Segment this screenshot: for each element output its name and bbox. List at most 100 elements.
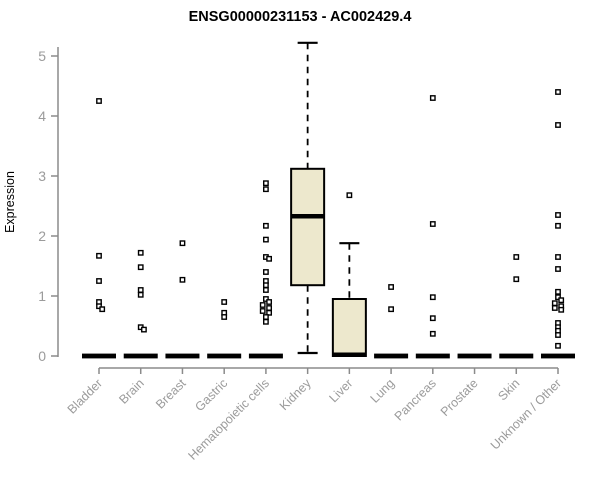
boxplot-prostate	[457, 353, 492, 359]
outlier-point	[346, 192, 353, 199]
chart-title: ENSG00000231153 - AC002429.4	[189, 9, 412, 25]
y-tick-label: 3	[38, 168, 46, 184]
collapsed-box	[499, 353, 534, 359]
x-tick-label-pancreas: Pancreas	[392, 376, 439, 423]
outlier-point	[429, 330, 436, 337]
x-tick-label-brain: Brain	[116, 376, 147, 407]
y-axis-label: Expression	[3, 171, 17, 233]
outlier-point	[99, 306, 106, 313]
x-tick-label-bladder: Bladder	[65, 376, 105, 416]
x-tick-label-skin: Skin	[495, 376, 522, 403]
plot-area: 0 1 2 3 4 5 Bladder Brain Breast GastricHematopoi…	[38, 41, 575, 463]
outlier-point	[221, 299, 228, 305]
outlier-point	[555, 212, 561, 218]
outlier-point	[263, 318, 269, 325]
outlier-point	[221, 314, 228, 320]
outlier-point	[263, 186, 269, 193]
y-tick-label: 2	[38, 228, 46, 244]
outlier-point	[513, 276, 520, 283]
outlier-point	[513, 254, 520, 260]
boxplot-liver	[331, 192, 367, 358]
outlier-point	[137, 287, 144, 293]
x-tick-label-hematopoietic-cells: Hematopoietic cells	[185, 376, 272, 463]
outlier-point	[179, 276, 186, 283]
outlier-point	[551, 305, 558, 311]
collapsed-box	[82, 353, 116, 359]
outlier-point	[555, 332, 561, 338]
boxplot-breast	[165, 240, 200, 359]
outlier-point	[96, 252, 102, 259]
outlier-point	[555, 288, 561, 295]
outlier-point	[555, 89, 561, 95]
outlier-point	[266, 309, 273, 316]
x-tick-label-lung: Lung	[368, 376, 398, 406]
outlier-point	[263, 287, 269, 293]
outlier-point	[263, 180, 269, 187]
outlier-point	[555, 122, 561, 128]
boxplot-lung	[374, 284, 409, 359]
collapsed-box	[415, 353, 450, 359]
outlier-point	[263, 222, 269, 229]
outlier-point	[263, 296, 269, 302]
boxplot-kidney	[290, 41, 326, 355]
boxplot-unknown-other	[541, 89, 575, 359]
outlier-point	[558, 306, 565, 313]
outlier-point	[263, 236, 269, 243]
collapsed-box	[541, 353, 575, 359]
outlier-point	[266, 255, 273, 262]
outlier-point	[141, 326, 147, 333]
boxplot-skin	[499, 254, 534, 359]
collapsed-box	[123, 353, 158, 359]
outlier-point	[429, 315, 436, 322]
outlier-point	[555, 294, 561, 301]
outlier-point	[137, 249, 144, 256]
outlier-point	[96, 98, 102, 104]
x-tick-label-kidney: Kidney	[277, 376, 314, 413]
x-tick-label-prostate: Prostate	[438, 376, 481, 419]
outlier-point	[388, 306, 394, 313]
collapsed-box	[165, 353, 200, 359]
x-tick-label-gastric: Gastric	[192, 376, 230, 414]
outlier-point	[558, 297, 565, 304]
outlier-point	[137, 291, 144, 298]
outlier-point	[555, 222, 561, 229]
boxplot-hematopoietic-cells	[248, 180, 283, 359]
y-tick-label: 5	[38, 48, 46, 64]
outlier-point	[429, 95, 436, 101]
outlier-point	[429, 294, 436, 301]
outlier-point	[96, 303, 102, 310]
outlier-point	[266, 305, 273, 311]
y-tick-label: 4	[38, 108, 46, 124]
outlier-point	[555, 266, 561, 272]
y-tick-label: 1	[38, 288, 46, 304]
x-tick-label-breast: Breast	[153, 376, 189, 412]
boxplot-brain	[123, 249, 158, 359]
outlier-point	[263, 269, 269, 275]
box	[290, 167, 326, 287]
outlier-point	[555, 254, 561, 260]
outlier-point	[429, 221, 436, 227]
outlier-point	[263, 314, 269, 320]
outlier-point	[266, 299, 273, 305]
y-tick-label: 0	[38, 348, 46, 364]
outlier-point	[388, 284, 394, 290]
collapsed-box	[374, 353, 409, 359]
boxplot-gastric	[207, 299, 242, 359]
box	[331, 298, 367, 357]
x-tick-label-unknown-other: Unknown / Other	[488, 376, 564, 452]
outlier-point	[259, 308, 266, 314]
x-tick-label-liver: Liver	[326, 376, 355, 405]
outlier-point	[179, 240, 186, 247]
outlier-point	[96, 278, 102, 284]
outlier-point	[259, 302, 266, 308]
collapsed-box	[207, 353, 242, 359]
outlier-point	[551, 300, 558, 307]
outlier-point	[263, 282, 269, 289]
collapsed-box	[457, 353, 492, 359]
collapsed-box	[248, 353, 283, 359]
outlier-point	[137, 264, 144, 271]
outlier-point	[555, 342, 561, 349]
boxplot-pancreas	[415, 95, 450, 359]
